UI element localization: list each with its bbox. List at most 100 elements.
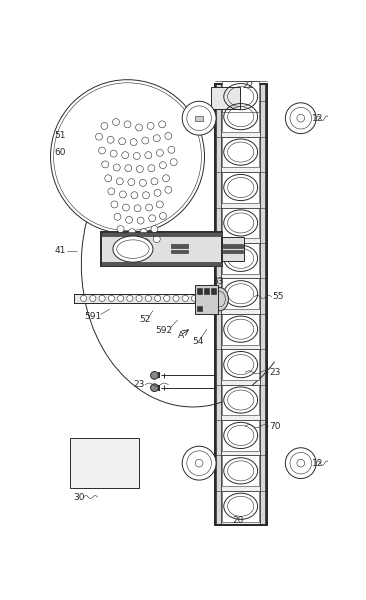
Text: 51: 51	[55, 131, 66, 140]
Circle shape	[145, 152, 152, 158]
Bar	[74, 294, 218, 303]
Text: 23: 23	[133, 380, 145, 389]
Circle shape	[159, 121, 166, 128]
Circle shape	[137, 166, 143, 172]
Circle shape	[125, 165, 132, 172]
Bar	[222, 420, 259, 451]
Circle shape	[145, 295, 152, 301]
Circle shape	[126, 217, 132, 223]
Circle shape	[142, 239, 149, 245]
Text: 55: 55	[272, 292, 283, 301]
Circle shape	[124, 121, 131, 128]
Circle shape	[90, 295, 96, 301]
Circle shape	[149, 215, 156, 222]
Bar	[211, 289, 216, 294]
Bar	[101, 262, 222, 266]
Bar	[216, 85, 221, 525]
Circle shape	[164, 295, 170, 301]
Circle shape	[119, 191, 126, 198]
Bar	[222, 81, 259, 112]
Circle shape	[110, 150, 117, 157]
Circle shape	[151, 178, 158, 185]
Circle shape	[163, 175, 169, 182]
Circle shape	[210, 295, 216, 301]
Bar	[195, 284, 219, 314]
Circle shape	[136, 295, 142, 301]
Text: 41: 41	[55, 246, 66, 255]
Bar	[222, 349, 259, 380]
Circle shape	[107, 136, 114, 143]
Circle shape	[140, 229, 147, 236]
Text: 23: 23	[269, 368, 280, 377]
Circle shape	[168, 146, 175, 153]
Ellipse shape	[212, 287, 228, 311]
Circle shape	[165, 187, 172, 193]
Circle shape	[133, 152, 140, 160]
Text: 60: 60	[55, 148, 66, 157]
Text: 52: 52	[139, 316, 151, 325]
Circle shape	[131, 192, 138, 199]
Bar	[222, 172, 259, 203]
Circle shape	[151, 371, 158, 379]
Circle shape	[156, 201, 163, 208]
Circle shape	[102, 161, 109, 168]
Circle shape	[142, 192, 149, 199]
Circle shape	[129, 229, 135, 236]
Circle shape	[108, 295, 115, 301]
Circle shape	[96, 133, 102, 140]
Circle shape	[122, 152, 129, 158]
Circle shape	[137, 217, 144, 224]
Circle shape	[81, 295, 87, 301]
Circle shape	[297, 460, 305, 467]
Bar	[223, 244, 243, 248]
Bar	[222, 137, 259, 167]
Circle shape	[160, 212, 167, 220]
Bar	[222, 208, 259, 238]
Circle shape	[135, 124, 142, 131]
Text: 20: 20	[232, 515, 243, 524]
Circle shape	[132, 240, 139, 247]
Bar	[222, 237, 244, 262]
Circle shape	[117, 226, 124, 233]
Text: 22: 22	[243, 82, 254, 91]
Bar	[222, 314, 259, 344]
Bar	[222, 278, 259, 309]
Circle shape	[120, 238, 127, 245]
Bar	[211, 88, 240, 109]
Circle shape	[114, 213, 121, 220]
Bar	[222, 101, 259, 132]
Circle shape	[111, 201, 118, 208]
Circle shape	[108, 188, 115, 195]
Circle shape	[156, 149, 163, 157]
Circle shape	[182, 446, 216, 480]
Bar	[171, 250, 188, 253]
Text: 591: 591	[84, 313, 101, 322]
Text: 70: 70	[269, 422, 280, 431]
Circle shape	[146, 204, 153, 211]
Text: 592: 592	[155, 326, 172, 335]
Circle shape	[165, 133, 172, 139]
Bar	[101, 232, 222, 236]
Circle shape	[142, 137, 149, 144]
Circle shape	[151, 226, 158, 233]
Circle shape	[119, 138, 126, 145]
Circle shape	[113, 164, 120, 171]
Bar	[223, 250, 243, 253]
Circle shape	[134, 205, 141, 212]
Bar	[260, 85, 265, 525]
Bar	[195, 116, 203, 121]
Circle shape	[191, 295, 198, 301]
Bar	[222, 491, 259, 521]
Circle shape	[123, 204, 130, 211]
Circle shape	[154, 295, 161, 301]
Circle shape	[51, 80, 205, 234]
Circle shape	[297, 115, 305, 122]
Circle shape	[101, 122, 108, 130]
Circle shape	[285, 103, 316, 134]
Text: 30: 30	[73, 493, 85, 502]
Circle shape	[148, 165, 155, 172]
Circle shape	[130, 139, 137, 146]
Bar	[171, 244, 188, 248]
Text: A: A	[178, 331, 184, 340]
Circle shape	[182, 295, 188, 301]
